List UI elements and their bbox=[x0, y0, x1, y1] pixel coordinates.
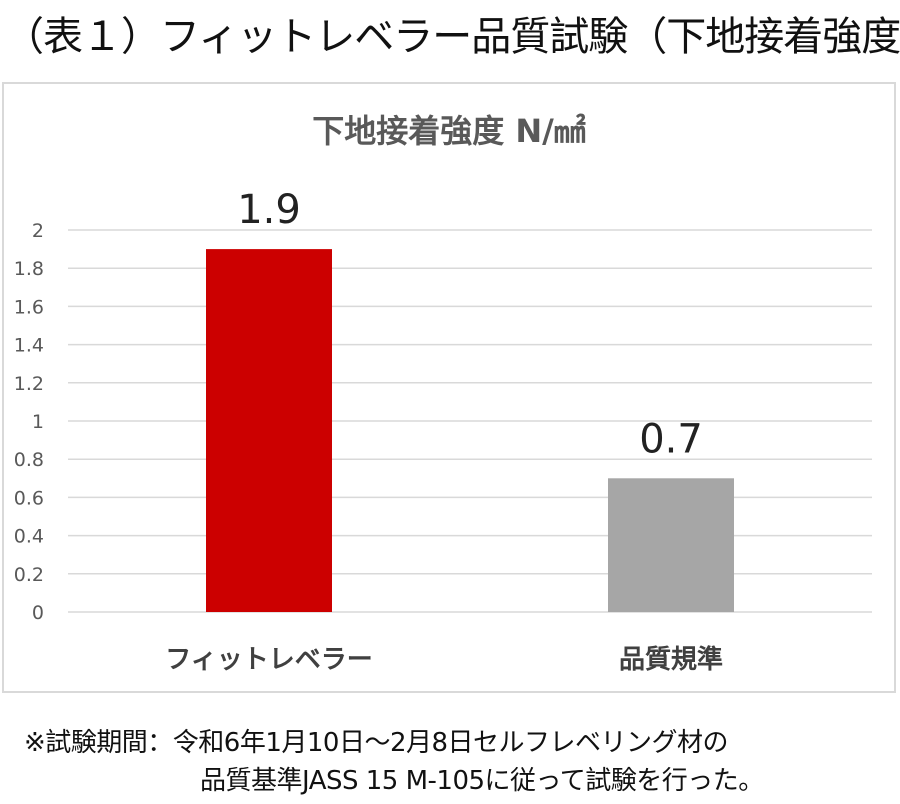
data-labels: 1.9 0.7 bbox=[237, 187, 703, 462]
bar-chart: 下地接着強度 N/㎟ 0 0.2 0.4 0.6 0.8 1 1.2 1.4 1.6 1.8 2 1… bbox=[14, 112, 872, 675]
page-title: （表１）フィットレベラー品質試験（下地接着強度） bbox=[4, 14, 900, 60]
y-tick-label: 0.8 bbox=[14, 449, 44, 471]
bar-1 bbox=[206, 249, 332, 612]
y-tick-label: 1 bbox=[32, 411, 44, 433]
y-tick-label: 1.4 bbox=[14, 335, 44, 357]
y-tick-label: 0 bbox=[32, 602, 44, 624]
bars bbox=[206, 249, 734, 612]
y-tick-label: 0.6 bbox=[14, 487, 44, 509]
y-axis-ticks: 0 0.2 0.4 0.6 0.8 1 1.2 1.4 1.6 1.8 2 bbox=[14, 220, 44, 624]
footnote-line-1: ※試験期間：令和6年1月10日～2月8日セルフレベリング材の bbox=[24, 728, 729, 758]
y-tick-label: 1.8 bbox=[14, 258, 44, 280]
category-label: 品質規準 bbox=[619, 644, 723, 675]
category-label: フィットレベラー bbox=[165, 645, 372, 675]
x-axis-categories: フィットレベラー 品質規準 bbox=[165, 644, 723, 675]
gridlines bbox=[68, 229, 872, 613]
bar-2 bbox=[608, 478, 734, 612]
y-tick-label: 0.4 bbox=[14, 526, 44, 548]
y-tick-label: 0.2 bbox=[14, 564, 44, 586]
y-tick-label: 1.6 bbox=[14, 296, 44, 318]
chart-frame: 下地接着強度 N/㎟ 0 0.2 0.4 0.6 0.8 1 1.2 1.4 1.6 1.8 2 1… bbox=[2, 82, 896, 693]
y-tick-label: 1.2 bbox=[14, 373, 44, 395]
chart-title: 下地接着強度 N/㎟ bbox=[312, 112, 586, 150]
y-tick-label: 2 bbox=[32, 220, 44, 242]
data-label: 0.7 bbox=[639, 416, 703, 462]
data-label: 1.9 bbox=[237, 187, 301, 233]
footnote-line-2: 品質基準JASS 15 M-105に従って試験を行った。 bbox=[200, 766, 764, 796]
